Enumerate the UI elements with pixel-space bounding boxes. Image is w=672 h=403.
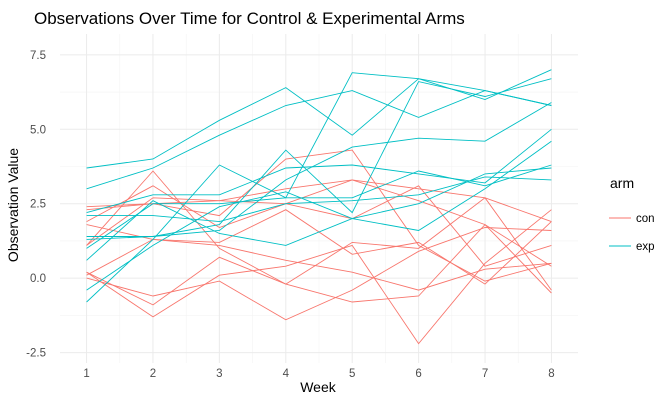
series-line-con-9	[86, 185, 552, 267]
x-tick-label: 1	[83, 368, 89, 380]
x-axis-ticks: 1 2 3 4 5 6 7 8	[83, 368, 554, 380]
x-tick-label: 6	[415, 368, 421, 380]
series-line-con-10	[86, 223, 552, 306]
x-axis-title: Week	[300, 379, 337, 395]
y-tick-label: 5.0	[30, 124, 46, 136]
series-line-exp-15	[86, 69, 552, 303]
y-tick-label: 7.5	[30, 50, 46, 62]
series-line-con-2	[86, 179, 552, 246]
x-tick-label: 2	[150, 368, 156, 380]
series-line-con-4	[86, 224, 552, 291]
legend-label-exp: exp	[636, 241, 655, 253]
series-line-exp-17	[86, 128, 552, 214]
series-line-exp-11	[86, 78, 552, 169]
series-line-exp-19	[86, 164, 552, 249]
series-line-exp-18	[86, 140, 552, 291]
series-line-con-5	[86, 170, 552, 291]
series-line-exp-13	[86, 176, 552, 223]
series-line-exp-14	[86, 90, 552, 190]
x-tick-label: 3	[216, 368, 222, 380]
series-line-con-3	[86, 179, 552, 267]
y-tick-label: -2.5	[26, 348, 46, 360]
legend-title: arm	[610, 175, 634, 191]
x-tick-label: 4	[283, 368, 290, 380]
series-line-con-8	[86, 227, 552, 321]
series-line-exp-16	[86, 78, 552, 240]
chart-title: Observations Over Time for Control & Exp…	[34, 9, 465, 28]
legend: arm con exp	[609, 175, 655, 253]
y-axis-title: Observation Value	[5, 148, 21, 262]
x-tick-label: 5	[349, 368, 355, 380]
y-tick-label: 2.5	[30, 199, 46, 211]
x-tick-label: 7	[482, 368, 488, 380]
series-lines	[86, 69, 552, 345]
y-tick-label: 0.0	[30, 273, 46, 285]
x-tick-label: 8	[548, 368, 554, 380]
series-line-exp-20	[86, 102, 552, 237]
series-line-exp-12	[86, 167, 552, 261]
legend-label-con: con	[636, 213, 655, 225]
y-axis-ticks: -2.5 0.0 2.5 5.0 7.5	[26, 50, 46, 360]
